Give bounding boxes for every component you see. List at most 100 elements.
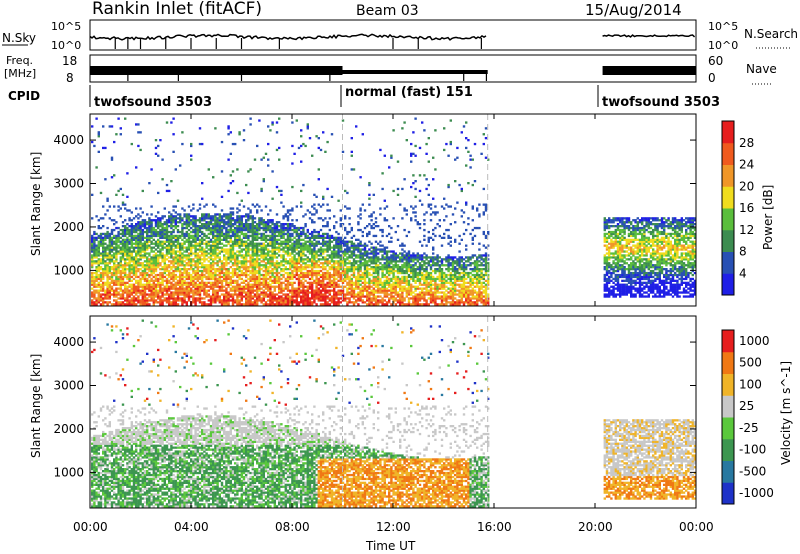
rti-cell — [300, 273, 303, 277]
rti-cell — [157, 230, 160, 234]
rti-cell — [181, 273, 184, 277]
rti-cell — [126, 256, 129, 259]
rti-cell — [93, 301, 96, 304]
rti-cell — [260, 221, 263, 224]
rti-cell — [302, 248, 305, 251]
rti-cell — [361, 256, 364, 259]
rti-cell — [124, 230, 127, 234]
rti-cell — [91, 303, 94, 306]
rti-cell — [355, 244, 358, 247]
rti-cell — [99, 268, 103, 271]
rti-cell — [236, 221, 239, 224]
rti-cell — [132, 271, 136, 275]
rti-cell — [102, 240, 105, 243]
rti-cell — [339, 219, 342, 222]
rti-cell — [273, 264, 276, 267]
rti-cell — [190, 289, 193, 292]
rti-cell — [181, 225, 184, 228]
rti-cell — [161, 301, 164, 304]
rti-cell — [311, 232, 314, 236]
rti-cell — [344, 264, 347, 267]
rti-cell — [361, 285, 364, 288]
rti-cell — [148, 182, 151, 185]
rti-cell — [249, 264, 252, 267]
rti-cell — [286, 240, 290, 243]
rti-cell — [174, 205, 177, 208]
rti-cell — [324, 273, 327, 277]
rti-cell — [227, 125, 230, 128]
rti-cell — [337, 232, 340, 236]
rti-cell — [231, 232, 235, 236]
rti-cell — [172, 277, 175, 281]
rti-cell — [300, 281, 303, 284]
rti-cell — [170, 223, 173, 226]
rti-cell — [366, 266, 369, 269]
rti-cell — [203, 266, 206, 269]
rti-cell — [124, 248, 127, 251]
rti-cell — [357, 246, 360, 249]
rti-cell — [271, 291, 274, 294]
rti-cell — [209, 230, 213, 234]
rti-cell — [293, 236, 296, 239]
rti-cell — [201, 264, 204, 267]
rti-cell — [234, 223, 237, 226]
rti-cell — [132, 289, 136, 292]
rti-cell — [289, 301, 292, 304]
rti-cell — [304, 254, 307, 257]
rti-cell — [357, 260, 360, 263]
rti-cell — [141, 285, 144, 288]
rti-cell — [187, 293, 191, 296]
rti-cell — [273, 246, 276, 249]
rti-cell — [137, 264, 140, 267]
rti-cell — [218, 273, 221, 277]
rti-cell — [95, 244, 98, 247]
rti-cell — [172, 299, 175, 302]
rti-cell — [201, 269, 204, 273]
rti-cell — [157, 240, 160, 243]
rti-cell — [245, 279, 248, 282]
rti-cell — [128, 228, 131, 232]
rti-cell — [399, 244, 402, 247]
rti-cell — [97, 301, 100, 304]
rti-cell — [372, 283, 375, 286]
rti-cell — [370, 297, 373, 300]
rti-cell — [137, 281, 140, 284]
rti-cell — [229, 174, 232, 177]
rti-cell — [161, 260, 164, 263]
rti-cell — [352, 271, 356, 275]
rti-cell — [284, 285, 287, 288]
rti-cell — [194, 217, 197, 220]
rti-cell — [194, 250, 197, 253]
rti-cell — [115, 289, 118, 292]
rti-cell — [187, 283, 191, 286]
rti-cell — [295, 289, 298, 292]
rti-cell — [110, 303, 114, 306]
rti-cell — [297, 273, 301, 277]
rti-cell — [273, 226, 276, 230]
rti-cell — [324, 295, 327, 298]
rti-cell — [170, 234, 173, 238]
rti-cell — [163, 223, 166, 226]
rti-cell — [289, 295, 292, 298]
rti-cell — [264, 248, 268, 251]
freq-tick-bottom: 8 — [66, 71, 74, 85]
rti-cell — [126, 299, 129, 302]
rti-cell — [313, 234, 316, 238]
rti-cell — [383, 266, 386, 269]
rti-cell — [392, 271, 395, 275]
rti-cell — [262, 232, 265, 236]
rti-cell — [315, 273, 318, 277]
rti-cell — [185, 303, 188, 306]
rti-cell — [128, 209, 131, 212]
rti-cell — [304, 264, 307, 267]
rti-cell — [148, 217, 151, 220]
rti-cell — [172, 264, 175, 267]
rti-cell — [330, 254, 334, 257]
rti-cell — [141, 189, 144, 193]
rti-cell — [366, 256, 369, 259]
rti-cell — [201, 242, 204, 245]
rti-cell — [179, 264, 182, 267]
rti-cell — [249, 291, 252, 294]
rti-cell — [271, 244, 274, 247]
rti-cell — [119, 287, 122, 290]
